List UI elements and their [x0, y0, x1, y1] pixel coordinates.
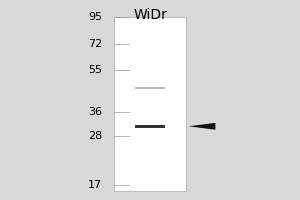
Polygon shape — [189, 123, 215, 130]
Bar — [114, 17, 186, 191]
Text: WiDr: WiDr — [133, 8, 167, 22]
Text: 36: 36 — [88, 107, 102, 117]
Bar — [135, 87, 165, 89]
Text: 28: 28 — [88, 131, 102, 141]
Text: 72: 72 — [88, 39, 102, 49]
Bar — [135, 125, 165, 128]
Text: 95: 95 — [88, 12, 102, 22]
Text: 55: 55 — [88, 65, 102, 75]
Text: 17: 17 — [88, 180, 102, 190]
